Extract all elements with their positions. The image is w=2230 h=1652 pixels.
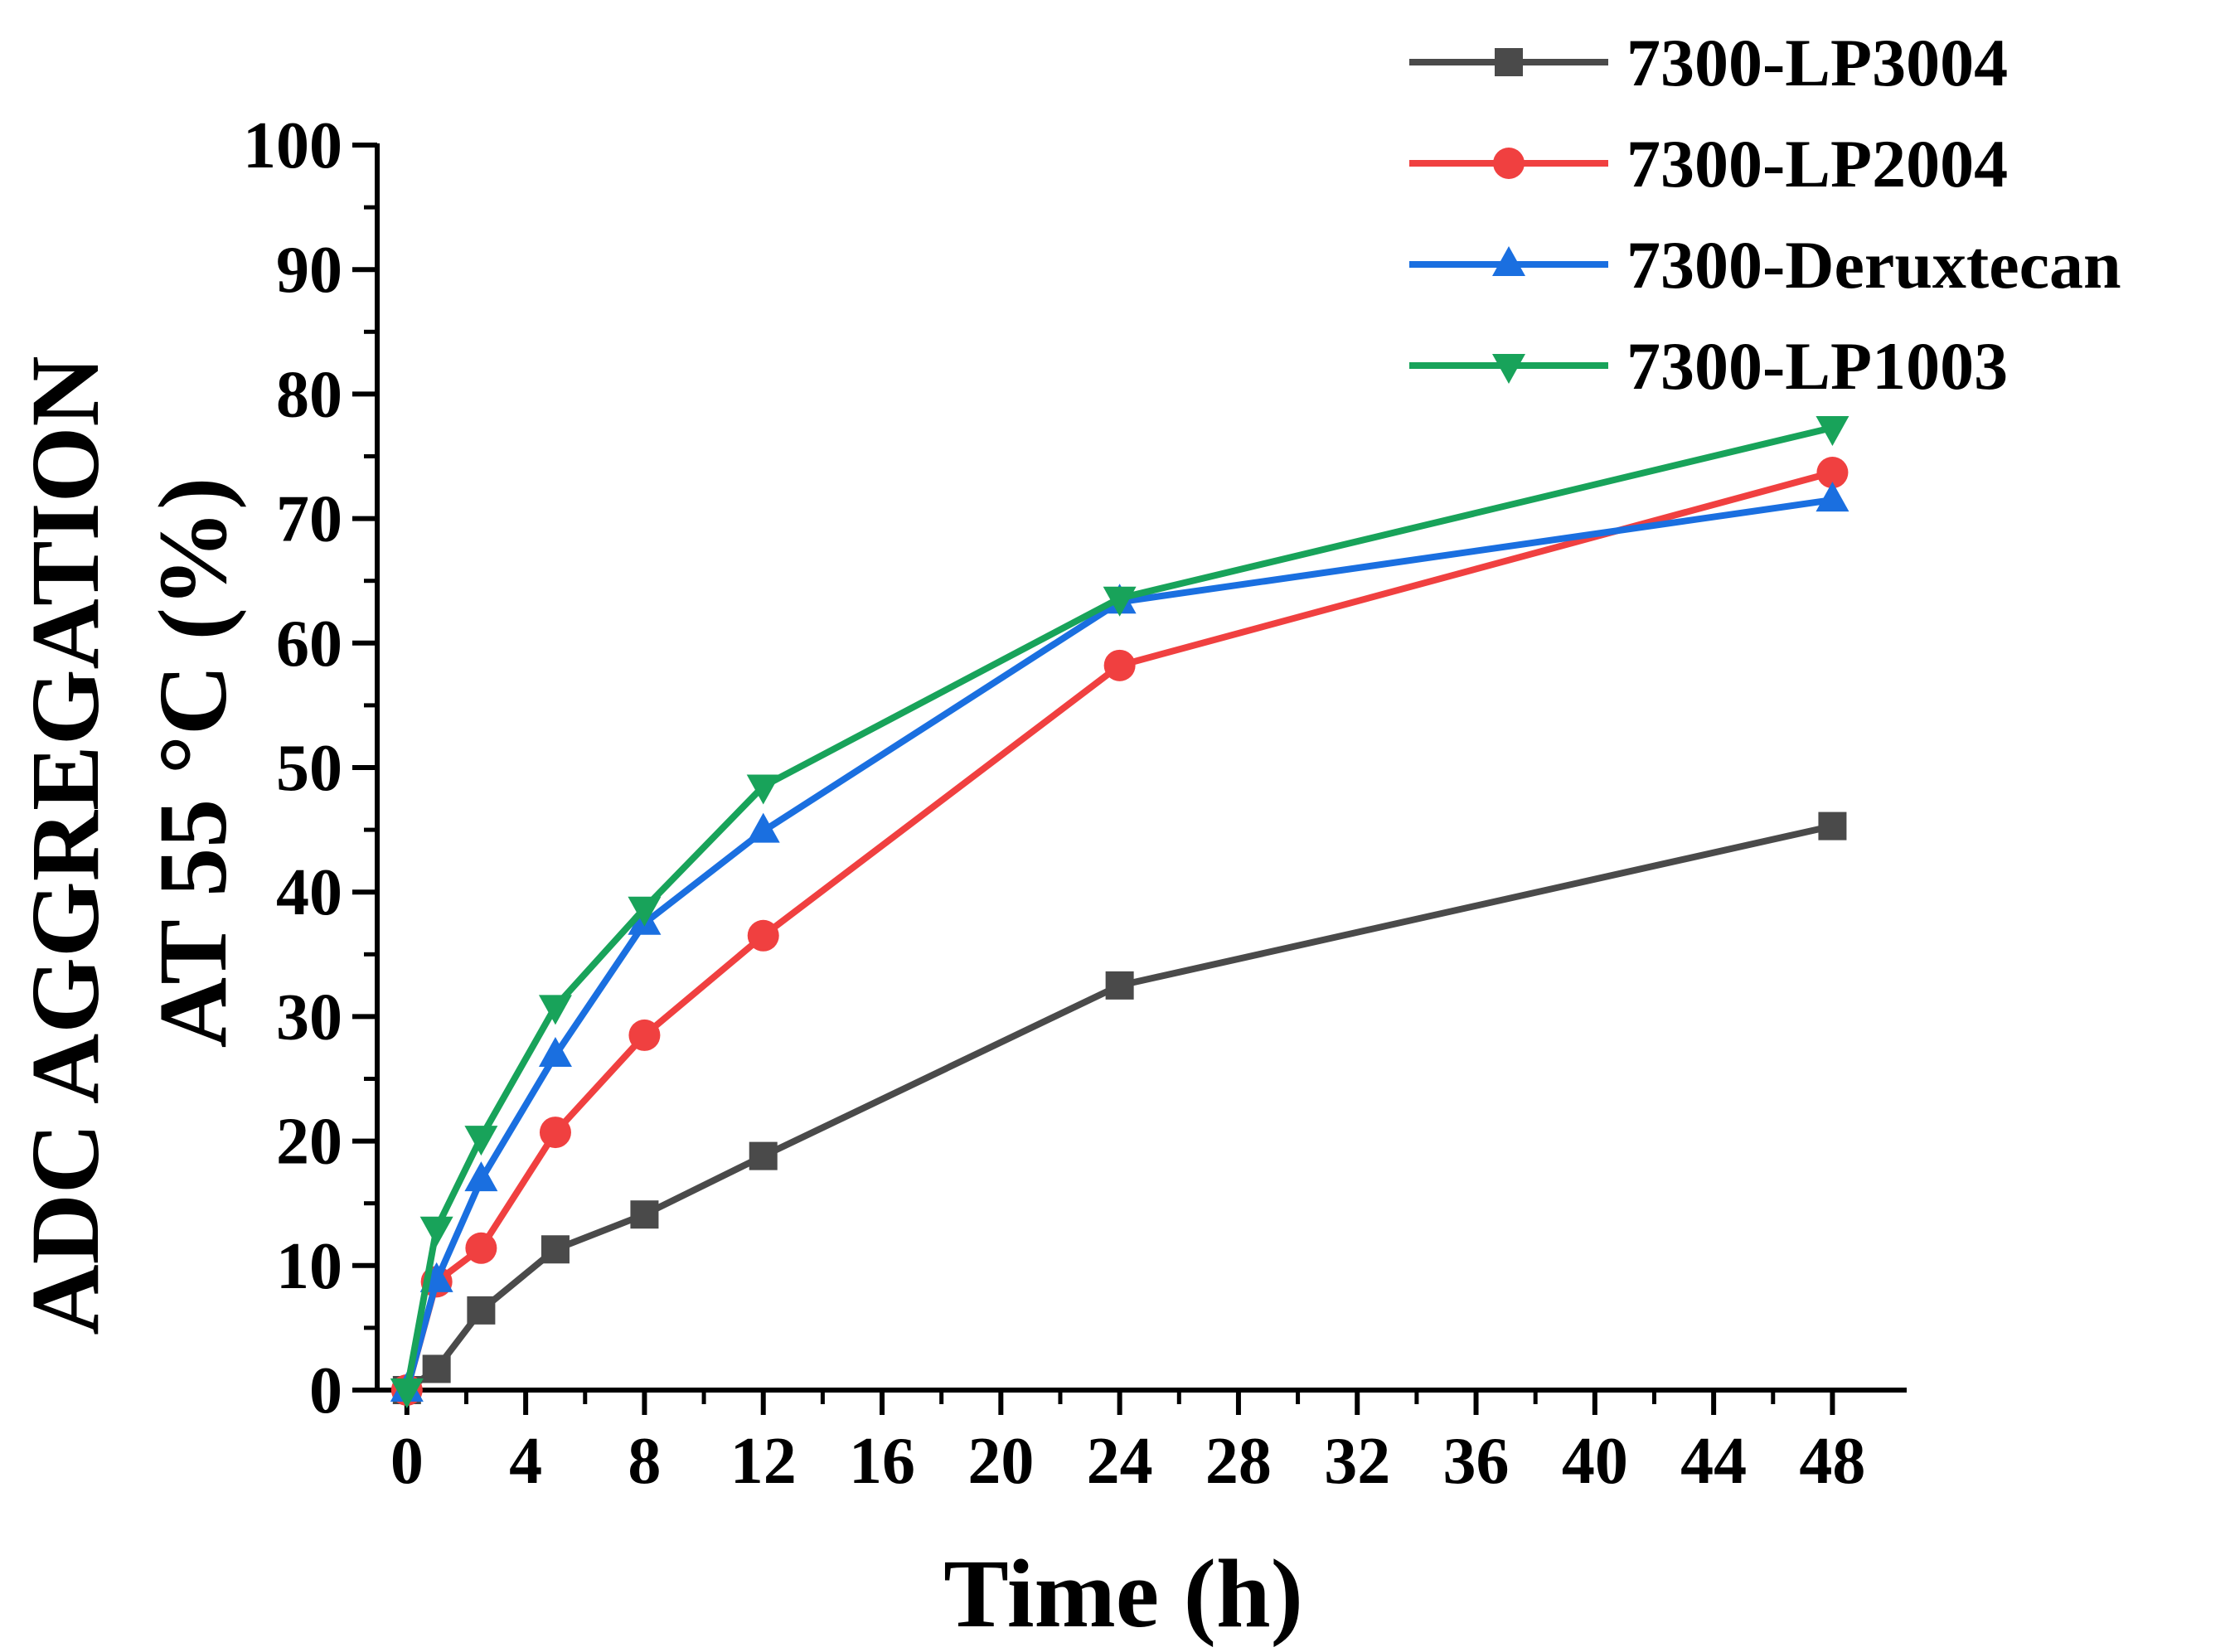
marker-triangle-up [538,1036,572,1067]
series-7300-LP3004 [392,811,1847,1404]
legend-entry: 7300-Deruxtecan [1409,227,2121,303]
marker-triangle-down [628,896,662,927]
marker-circle [747,919,779,952]
marker-square [1818,811,1847,841]
x-tick-label: 44 [1680,1425,1747,1498]
marker-triangle-down [538,995,572,1025]
y-tick-label: 70 [276,483,342,556]
marker-square [1495,48,1523,76]
marker-square [630,1200,659,1229]
marker-circle [465,1232,497,1264]
x-tick-label: 28 [1205,1425,1272,1498]
y-tick-label: 30 [276,981,342,1054]
x-tick-label: 4 [509,1425,542,1498]
legend-entry: 7300-LP3004 [1409,25,2008,100]
legend-entry: 7300-LP2004 [1409,126,2008,201]
legend-label: 7300-LP1003 [1626,328,2008,404]
marker-triangle-down [419,1216,453,1247]
series-line [403,497,1834,1392]
x-tick-label: 0 [390,1425,424,1498]
marker-triangle-down [1103,586,1137,617]
marker-square [749,1141,778,1170]
y-tick-label: 50 [276,732,342,805]
series-7300-LP1003 [390,415,1849,1408]
series-group [390,415,1849,1408]
x-tick-label: 16 [849,1425,915,1498]
y-axis-title-line2: AT 55 °C (%) [138,477,247,1049]
legend-label: 7300-Deruxtecan [1626,227,2121,303]
marker-triangle-down [1492,354,1525,384]
marker-square [1105,971,1134,1000]
marker-square [541,1235,570,1264]
legend-label: 7300-LP3004 [1626,25,2008,100]
y-tick-label: 0 [309,1354,342,1427]
marker-triangle-down [390,1378,424,1408]
x-tick-label: 20 [967,1425,1034,1498]
y-axis-title-line1: ADC AGGREGATION [11,356,119,1335]
x-tick-label: 48 [1799,1425,1865,1498]
legend-entry: 7300-LP1003 [1409,328,2008,404]
y-tick-label: 100 [243,109,342,182]
marker-triangle-up [1816,482,1849,512]
x-tick-label: 24 [1087,1425,1153,1498]
marker-square [467,1296,496,1325]
x-tick-label: 12 [730,1425,797,1498]
marker-circle [1493,148,1525,179]
legend-label: 7300-LP2004 [1626,126,2008,201]
series-line [403,424,1834,1391]
y-tick-label: 20 [276,1106,342,1179]
marker-circle [539,1117,571,1149]
x-tick-label: 40 [1562,1425,1628,1498]
marker-triangle-down [1816,415,1849,446]
marker-circle [628,1019,661,1051]
y-tick-label: 10 [276,1230,342,1303]
marker-triangle-down [464,1126,498,1156]
y-tick-label: 40 [276,856,342,929]
series-7300-Deruxtecan [390,482,1849,1402]
x-tick-label: 32 [1324,1425,1390,1498]
marker-triangle-up [1492,246,1525,276]
y-tick-label: 60 [276,608,342,681]
marker-circle [1816,457,1849,489]
marker-square [422,1354,451,1383]
marker-triangle-up [464,1161,498,1192]
y-tick-label: 90 [276,234,342,307]
y-tick-label: 80 [276,358,342,431]
marker-triangle-up [746,812,780,843]
x-tick-label: 36 [1443,1425,1510,1498]
marker-triangle-down [746,774,780,805]
series-line [405,822,1834,1393]
x-axis-title: Time (h) [943,1539,1303,1648]
legend: 7300-LP3004 7300-LP2004 7300-Deruxtecan 730… [1409,25,2121,404]
marker-circle [1103,649,1136,681]
x-tick-label: 8 [628,1425,661,1498]
